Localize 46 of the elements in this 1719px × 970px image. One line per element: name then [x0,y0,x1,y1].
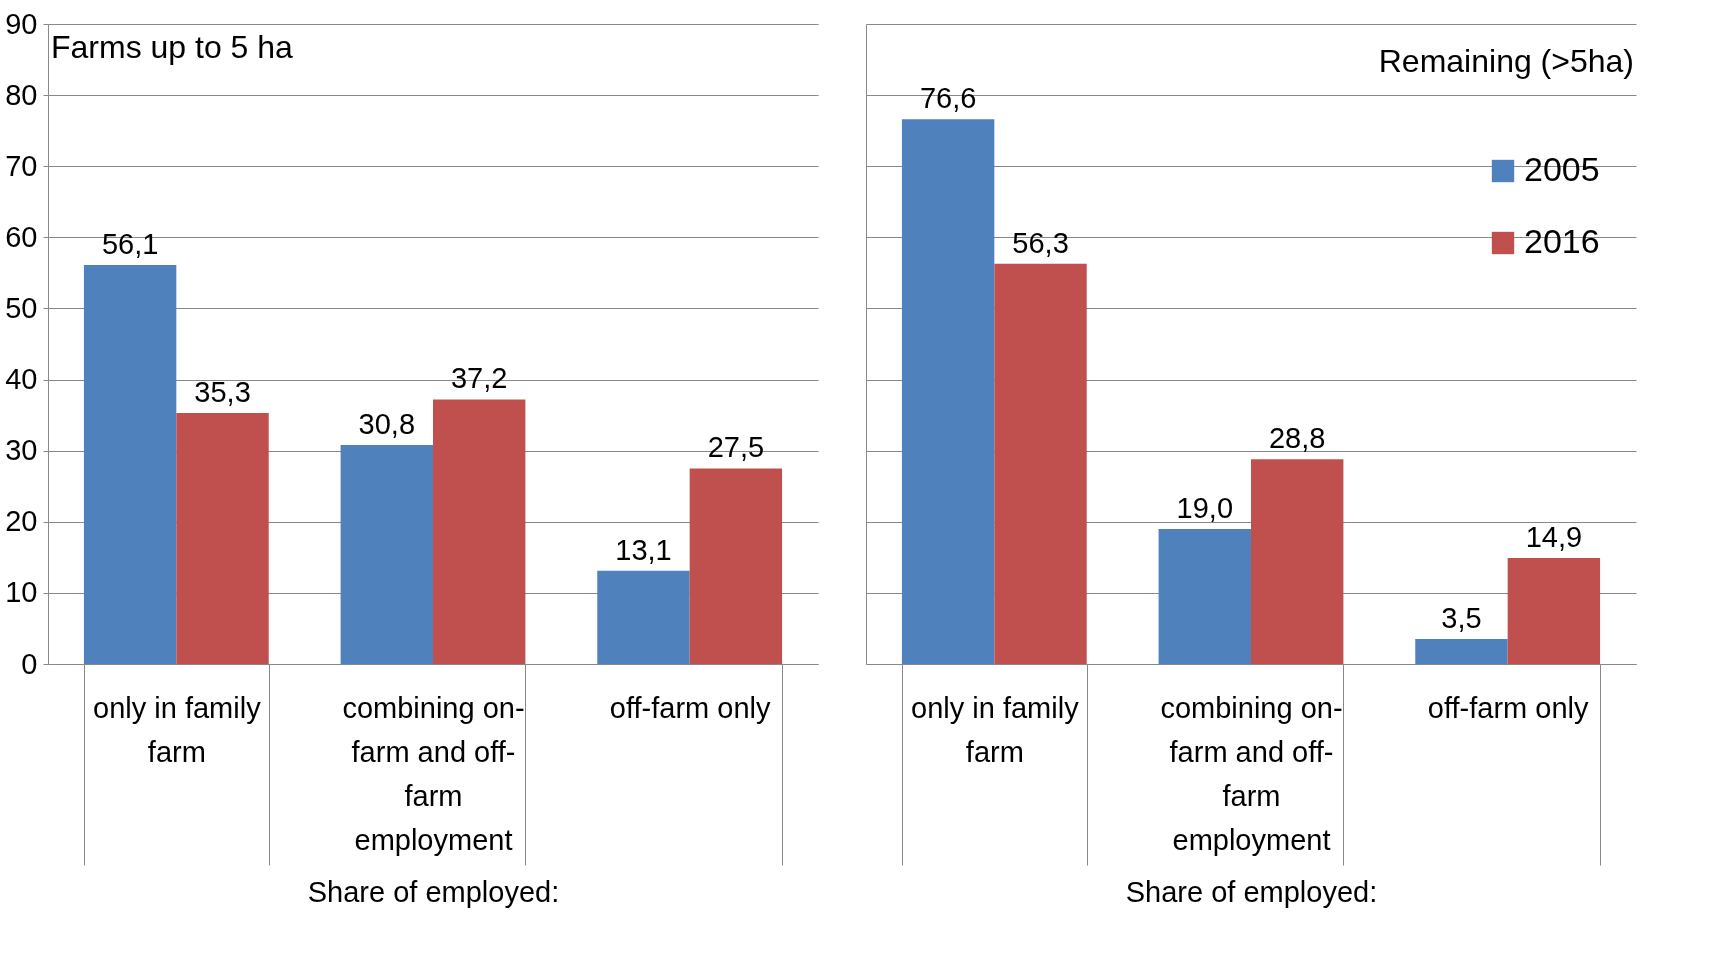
data-label: 37,2 [450,362,508,395]
bar [83,265,177,664]
y-tick-label: 80 [5,78,38,111]
data-label: 56,1 [101,228,159,261]
x-axis-title: Share of employed: [1125,875,1378,908]
y-tick-label: 70 [5,149,38,182]
data-label: 3,5 [1441,602,1482,635]
data-label: 28,8 [1268,422,1326,455]
bar [433,399,526,664]
bar [1158,528,1251,664]
text: Remaining (>5ha) [1378,43,1634,79]
y-tick-label: 50 [5,291,38,324]
bar [1415,639,1508,664]
x-tick-label: off-farm only [1427,691,1589,724]
x-tick-label: combining on-farm and off-farm employment [342,691,525,856]
x-axis-title: Share of employed: [307,875,560,908]
data-label: 30,8 [358,407,416,440]
y-tick-label: 60 [5,220,38,253]
bar [176,412,269,664]
x-tick-label: combining on-farm and off-farm employment [1160,691,1343,856]
data-label: 19,0 [1176,491,1234,524]
data-label: 13,1 [615,533,672,566]
bar [901,119,995,664]
data-label: 35,3 [194,375,251,408]
data-label: 14,9 [1525,521,1583,554]
data-label: 76,6 [919,82,977,115]
y-tick-label: 40 [5,363,38,396]
x-tick-label: only in family farm [93,691,262,768]
y-tick-label: 0 [21,647,38,680]
y-tick-label: 20 [5,505,38,538]
x-tick-label: off-farm only [609,691,771,724]
data-label: 27,5 [707,431,765,464]
bar [597,570,690,664]
y-tick-label: 30 [5,434,38,467]
legend-label: 2016 [1524,222,1600,260]
bar [1507,558,1601,664]
x-tick-label: only in family farm [911,691,1080,768]
data-label: 56,3 [1012,226,1069,259]
chart-title: Farms up to 5 ha [51,29,294,65]
y-tick-label: 10 [5,576,38,609]
bar [340,444,433,664]
legend-label: 2005 [1524,150,1600,188]
bar [1251,459,1344,664]
y-tick-label: 90 [5,7,38,40]
bar [689,468,783,664]
bar [994,263,1087,664]
